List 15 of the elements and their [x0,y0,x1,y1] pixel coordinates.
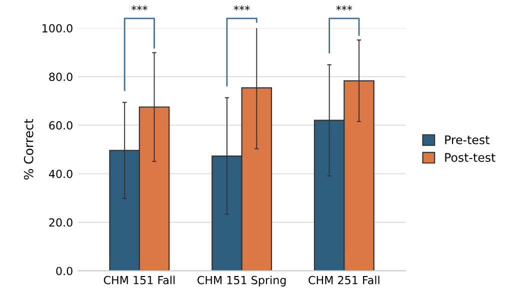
x-tick-label: CHM 151 Spring [198,276,286,286]
text: *** [234,5,250,10]
y-tick-label: 60.0 [49,121,72,130]
y-tick-label: 80.0 [49,72,72,82]
x-tick-label: CHM 251 Fall [308,276,380,284]
y-tick-label: 40.0 [48,170,72,178]
legend-label: Post-test [445,153,496,162]
y-tick-label: 100.0 [42,24,72,32]
y-tick-label: 20.0 [49,218,72,227]
legend-label: Pre-test [445,135,490,144]
x-tick-label: CHM 151 Fall [104,276,175,284]
y-axis-title: % Correct [24,119,34,180]
y-tick-label: 0.0 [56,266,72,276]
text: *** [131,5,148,10]
text: *** [336,5,352,10]
